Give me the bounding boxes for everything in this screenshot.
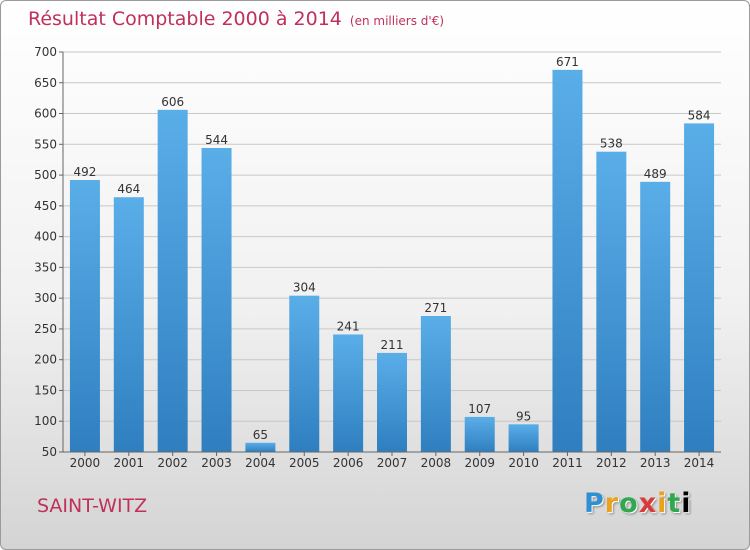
- value-label-2008: 271: [424, 301, 447, 315]
- bar-2008: [420, 316, 451, 452]
- bar-2003: [201, 148, 232, 452]
- bar-2013: [640, 181, 671, 452]
- y-tick-label: 150: [34, 383, 57, 397]
- x-tick-label-2010: 2010: [508, 456, 539, 470]
- y-tick-label: 300: [34, 291, 57, 305]
- x-tick-label-2007: 2007: [377, 456, 408, 470]
- bar-2010: [508, 424, 539, 452]
- bar-2006: [333, 334, 364, 452]
- bar-2005: [289, 295, 320, 452]
- y-tick-label: 650: [34, 76, 57, 90]
- value-label-2009: 107: [468, 402, 491, 416]
- chart-title-text: Résultat Comptable 2000 à 2014: [28, 8, 342, 30]
- value-label-2007: 211: [381, 338, 404, 352]
- y-tick-label: 250: [34, 322, 57, 336]
- x-tick-label-2005: 2005: [289, 456, 320, 470]
- value-label-2004: 65: [253, 428, 268, 442]
- value-label-2010: 95: [516, 409, 531, 423]
- chart-title: Résultat Comptable 2000 à 2014 (en millie…: [28, 8, 444, 30]
- y-tick-label: 200: [34, 353, 57, 367]
- x-tick-label-2002: 2002: [157, 456, 188, 470]
- bar-2012: [596, 151, 627, 452]
- bar-2009: [464, 416, 495, 452]
- bar-2002: [157, 109, 188, 452]
- proxiti-logo: Proxiti: [584, 488, 692, 519]
- value-label-2003: 544: [205, 133, 228, 147]
- bar-2001: [113, 197, 144, 452]
- value-label-2000: 492: [73, 165, 96, 179]
- y-tick-label: 450: [34, 199, 57, 213]
- y-tick-label: 550: [34, 137, 57, 151]
- value-label-2012: 538: [600, 137, 623, 151]
- value-label-2001: 464: [117, 182, 140, 196]
- y-tick-label: 350: [34, 260, 57, 274]
- x-tick-label-2006: 2006: [333, 456, 364, 470]
- bar-2000: [69, 180, 100, 452]
- x-tick-label-2004: 2004: [245, 456, 276, 470]
- x-tick-label-2009: 2009: [464, 456, 495, 470]
- x-tick-label-2000: 2000: [70, 456, 101, 470]
- x-tick-label-2008: 2008: [421, 456, 452, 470]
- chart-subtitle: (en milliers d'€): [349, 14, 445, 28]
- y-tick-label: 100: [34, 414, 57, 428]
- commune-name: SAINT-WITZ: [37, 495, 148, 517]
- value-label-2005: 304: [293, 281, 316, 295]
- x-tick-label-2003: 2003: [201, 456, 232, 470]
- y-tick-label: 500: [34, 168, 57, 182]
- bars: 492 464 606 544 65 304 241 211 271 107 95 671 538 489…: [69, 55, 715, 452]
- bar-2014: [684, 123, 715, 452]
- bar-2011: [552, 69, 583, 452]
- x-axis: 2000 2001 2002 2003 2004 2005 2006 2007 2008 2009…: [63, 451, 721, 470]
- value-label-2013: 489: [644, 167, 667, 181]
- y-tick-label: 600: [34, 107, 57, 121]
- value-label-2002: 606: [161, 95, 184, 109]
- y-tick-label: 700: [34, 45, 57, 59]
- value-label-2011: 671: [556, 55, 579, 69]
- x-tick-label-2014: 2014: [684, 456, 715, 470]
- bar-2007: [377, 352, 407, 452]
- x-tick-label-2012: 2012: [596, 456, 627, 470]
- x-tick-label-2013: 2013: [640, 456, 671, 470]
- y-tick-label: 50: [42, 445, 57, 459]
- x-tick-label-2001: 2001: [114, 456, 145, 470]
- y-tick-label: 400: [34, 230, 57, 244]
- value-label-2014: 584: [688, 108, 711, 122]
- x-tick-label-2011: 2011: [552, 456, 583, 470]
- y-axis: 50 100 150 200 250 300 350 400 450 500 550 600 650 70…: [34, 45, 64, 459]
- value-label-2006: 241: [337, 319, 360, 333]
- bar-2004: [245, 442, 276, 452]
